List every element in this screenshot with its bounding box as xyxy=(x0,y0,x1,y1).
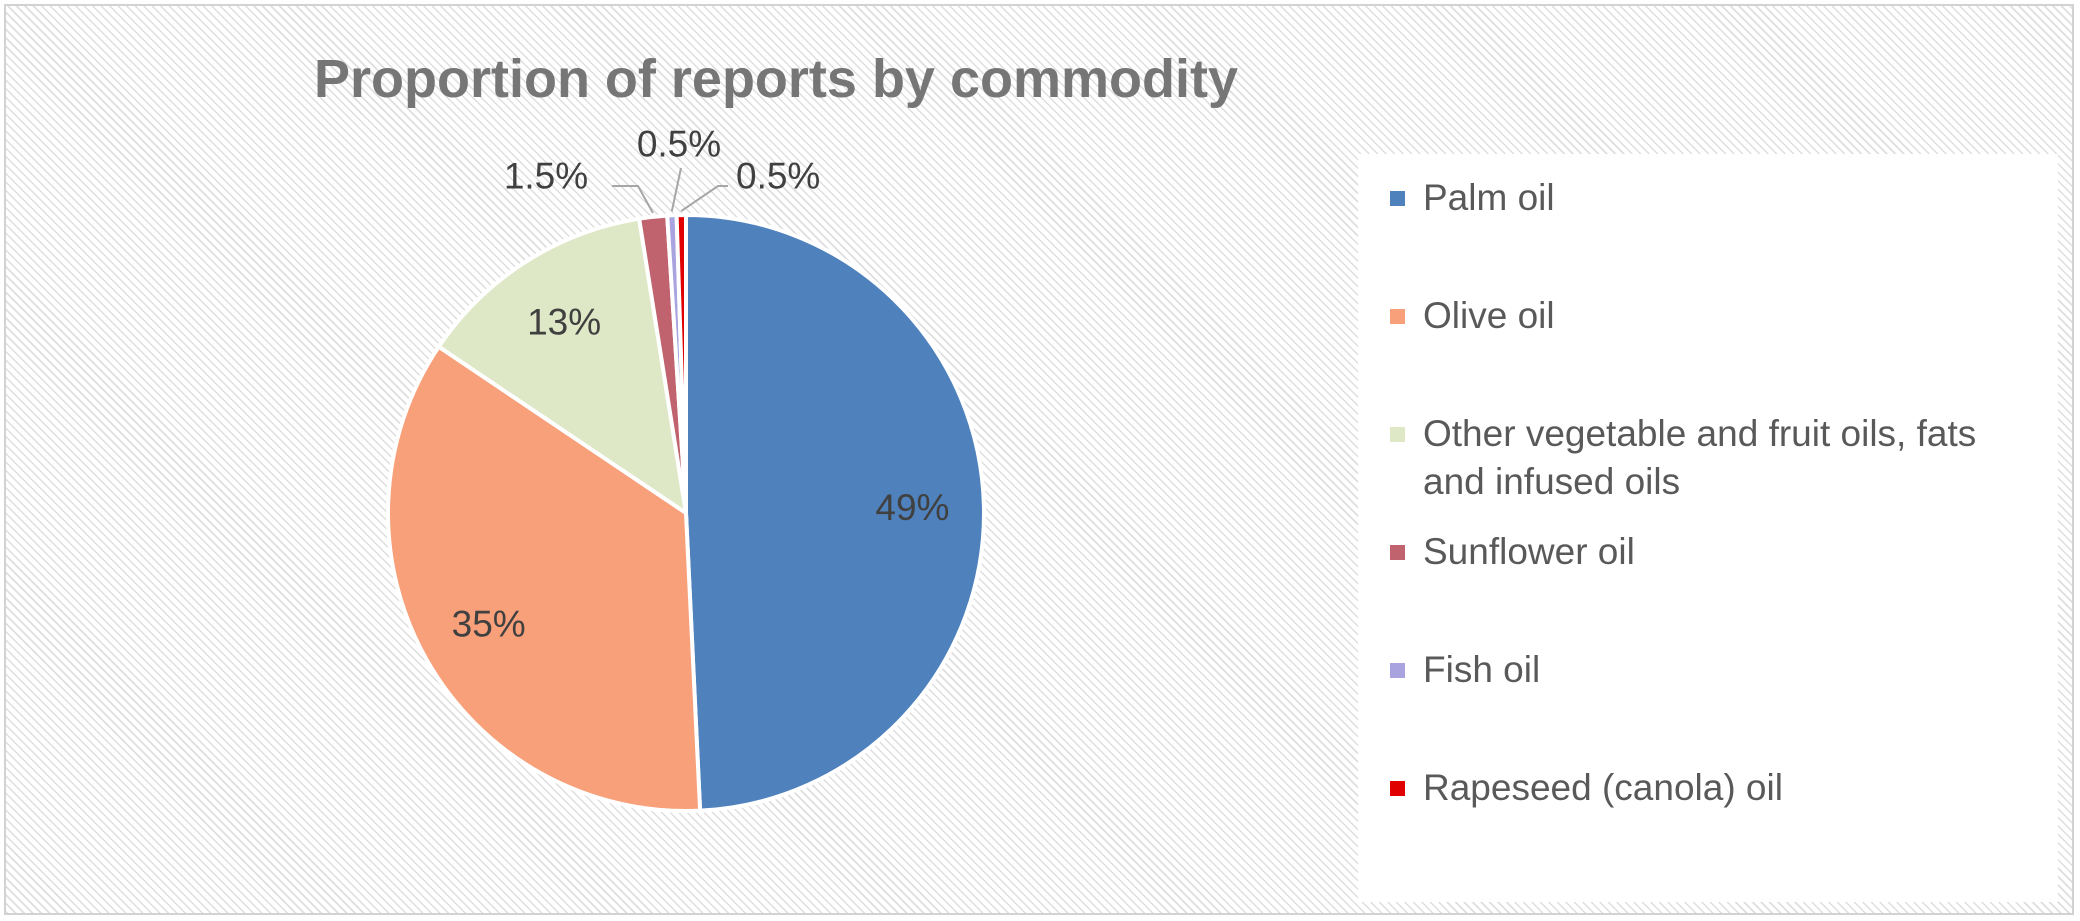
data-label-sunflower-oil: 1.5% xyxy=(504,156,588,197)
legend-label: Palm oil xyxy=(1423,177,1555,218)
legend-swatch xyxy=(1390,309,1405,324)
legend-label: Rapeseed (canola) oil xyxy=(1423,767,1783,808)
pie-slice-palm-oil xyxy=(684,213,987,813)
legend-swatch xyxy=(1390,545,1405,560)
leader-line-fish-oil xyxy=(670,167,682,212)
legend-item-palm-oil: Palm oil xyxy=(1390,174,2043,222)
legend-item-fish-oil: Fish oil xyxy=(1390,646,2043,694)
legend-label: Sunflower oil xyxy=(1423,531,1635,572)
legend-item-sunflower-oil: Sunflower oil xyxy=(1390,528,2043,576)
leader-line-rapeseed-oil xyxy=(680,185,728,212)
legend-swatch xyxy=(1390,191,1405,206)
data-label-other-oils: 13% xyxy=(527,302,601,343)
legend-label: Fish oil xyxy=(1423,649,1541,690)
legend-item-olive-oil: Olive oil xyxy=(1390,292,2043,340)
pie-chart: 49% 35% 13% 1.5% 0.5% 0.5% xyxy=(386,124,987,813)
legend-label: Other vegetable and fruit oils, fats and… xyxy=(1423,413,1977,502)
pie-slice-olive-oil xyxy=(386,344,703,813)
chart-area: Proportion of reports by commodity 49% 35… xyxy=(4,4,2074,915)
legend-swatch xyxy=(1390,663,1405,678)
legend-item-other-oils: Other vegetable and fruit oils, fats and… xyxy=(1390,410,2043,506)
legend-swatch xyxy=(1390,427,1405,442)
chart-title: Proportion of reports by commodity xyxy=(313,49,1239,109)
data-label-rapeseed-oil: 0.5% xyxy=(736,156,820,197)
data-label-olive-oil: 35% xyxy=(452,604,526,645)
legend-label: Olive oil xyxy=(1423,295,1555,336)
data-label-palm-oil: 49% xyxy=(875,487,949,528)
data-label-fish-oil: 0.5% xyxy=(637,124,721,165)
leader-line-sunflower-oil xyxy=(612,185,654,214)
legend: Palm oil Olive oil Other vegetable and f… xyxy=(1358,154,2058,902)
pie-slice-other-oils xyxy=(436,216,688,515)
pie-slice-rapeseed-oil xyxy=(674,213,688,515)
legend-swatch xyxy=(1390,781,1405,796)
legend-item-rapeseed-oil: Rapeseed (canola) oil xyxy=(1390,764,2043,812)
